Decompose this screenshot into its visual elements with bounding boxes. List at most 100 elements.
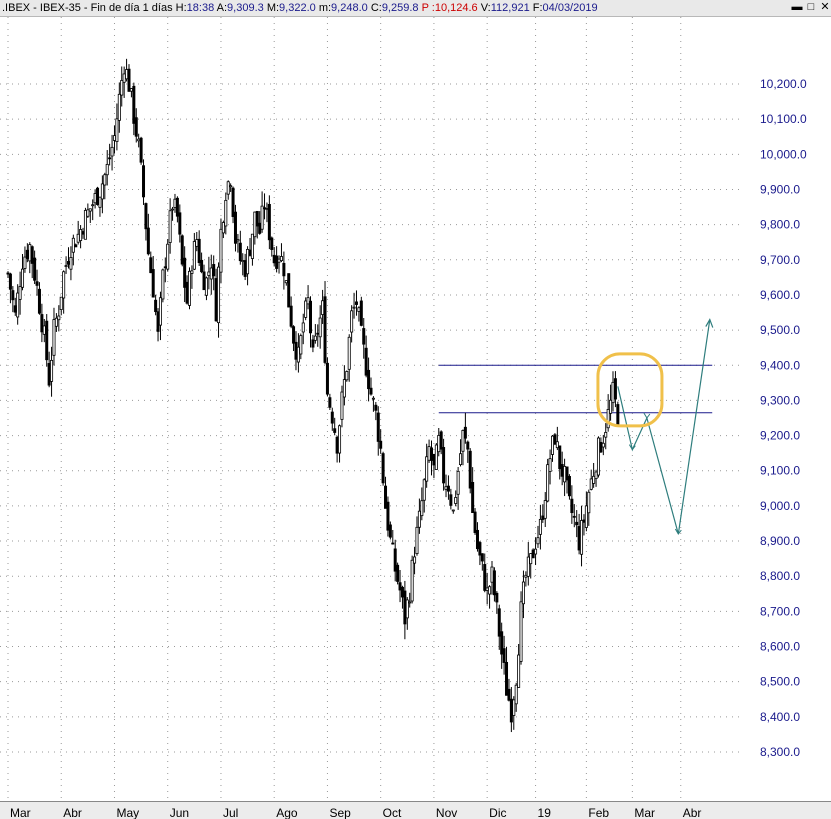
candle-body	[575, 521, 579, 526]
time-value: 18:38	[186, 2, 215, 14]
candle-body	[156, 311, 160, 332]
candle-body	[306, 297, 310, 305]
projection-tick	[674, 528, 682, 535]
candle-body	[495, 592, 499, 603]
candle-body	[384, 485, 388, 509]
candle-body	[316, 332, 320, 335]
candle-body	[190, 270, 194, 274]
candle-body	[260, 205, 264, 230]
y-tick-label: 9,300.0	[760, 393, 800, 407]
candle-body	[117, 93, 121, 121]
candle-body	[103, 174, 107, 186]
close-button[interactable]: ✕	[820, 1, 830, 13]
candle-body	[6, 272, 10, 275]
candle-body	[529, 553, 533, 565]
candle-body	[328, 397, 332, 408]
candle-body	[231, 187, 235, 217]
candle-body	[514, 684, 518, 705]
candle-body	[374, 404, 378, 411]
candle-body	[149, 257, 153, 274]
y-tick-label: 8,500.0	[760, 675, 800, 689]
candle-body	[599, 441, 603, 453]
candle-body	[381, 453, 385, 484]
candle-body	[415, 526, 419, 555]
candle-body	[364, 347, 368, 376]
candle-body	[105, 163, 109, 176]
candle-body	[209, 267, 213, 280]
x-tick-label: Abr	[63, 806, 82, 819]
projection-tick	[628, 444, 636, 451]
candle-body	[79, 229, 83, 241]
date-label: F:	[532, 2, 543, 14]
candle-body	[299, 335, 303, 355]
candle-body	[267, 203, 271, 241]
candle-body	[417, 510, 421, 528]
minimize-button[interactable]: ▬	[791, 1, 803, 13]
candle-body	[551, 435, 555, 455]
candle-body	[40, 314, 44, 333]
candle-body	[480, 553, 484, 562]
candle-body	[609, 399, 613, 414]
candle-body	[311, 339, 315, 348]
candle-body	[221, 222, 225, 234]
candle-body	[434, 444, 438, 470]
candle-body	[23, 256, 27, 269]
candle-body	[376, 412, 380, 442]
candle-body	[437, 435, 441, 453]
candle-body	[497, 608, 501, 637]
candle-body	[490, 566, 494, 583]
candle-body	[233, 211, 237, 244]
candle-body	[371, 397, 375, 400]
candle-body	[442, 447, 446, 484]
candle-body	[284, 280, 288, 284]
y-tick-label: 9,500.0	[760, 323, 800, 337]
y-tick-label: 9,900.0	[760, 182, 800, 196]
candle-body	[212, 264, 216, 277]
candle-body	[279, 256, 283, 262]
candle-body	[473, 511, 477, 533]
candle-body	[112, 135, 116, 141]
candle-body	[352, 306, 356, 309]
grid-lines	[0, 17, 740, 802]
maximize-button[interactable]: □	[807, 1, 815, 13]
candle-body	[171, 208, 175, 211]
y-axis: 10,200.0 10,100.0 10,000.0 9,900.0 9,800.0 9,…	[760, 77, 807, 759]
candle-body	[596, 437, 600, 476]
quote-summary: .IBEX - IBEX-35 - Fin de día 1 días H:18…	[2, 2, 598, 14]
candle-body	[446, 485, 450, 492]
candle-body	[422, 479, 426, 501]
price-chart[interactable]: 10,200.0 10,100.0 10,000.0 9,900.0 9,800.0 9,…	[0, 17, 831, 819]
candle-body	[173, 198, 177, 208]
candle-body	[238, 242, 242, 262]
candle-body	[359, 300, 363, 326]
candle-body	[57, 315, 61, 321]
candle-body	[485, 587, 489, 591]
y-tick-label: 9,000.0	[760, 499, 800, 513]
projection-tick	[643, 412, 651, 419]
candle-body	[246, 248, 250, 275]
candle-body	[62, 271, 66, 299]
candle-body	[241, 260, 245, 263]
candle-body	[611, 381, 615, 404]
y-tick-label: 10,100.0	[760, 112, 807, 126]
y-tick-label: 8,900.0	[760, 534, 800, 548]
y-tick-label: 8,600.0	[760, 640, 800, 654]
candle-body	[584, 505, 588, 528]
candle-body	[563, 465, 567, 483]
candle-body	[577, 526, 581, 551]
x-tick-label: Mar	[634, 806, 655, 819]
candle-body	[388, 524, 392, 538]
candle-body	[185, 281, 189, 304]
candle-body	[391, 542, 395, 545]
candle-body	[59, 296, 63, 311]
candle-body	[248, 249, 252, 256]
candle-body	[429, 447, 433, 461]
high-value: 9,322.0	[279, 2, 316, 14]
candle-body	[18, 286, 22, 300]
candle-body	[538, 518, 542, 535]
candle-body	[340, 391, 344, 420]
candle-body	[386, 501, 390, 531]
candle-body	[459, 453, 463, 465]
candle-body	[541, 515, 545, 520]
x-tick-label: Dic	[489, 806, 506, 819]
